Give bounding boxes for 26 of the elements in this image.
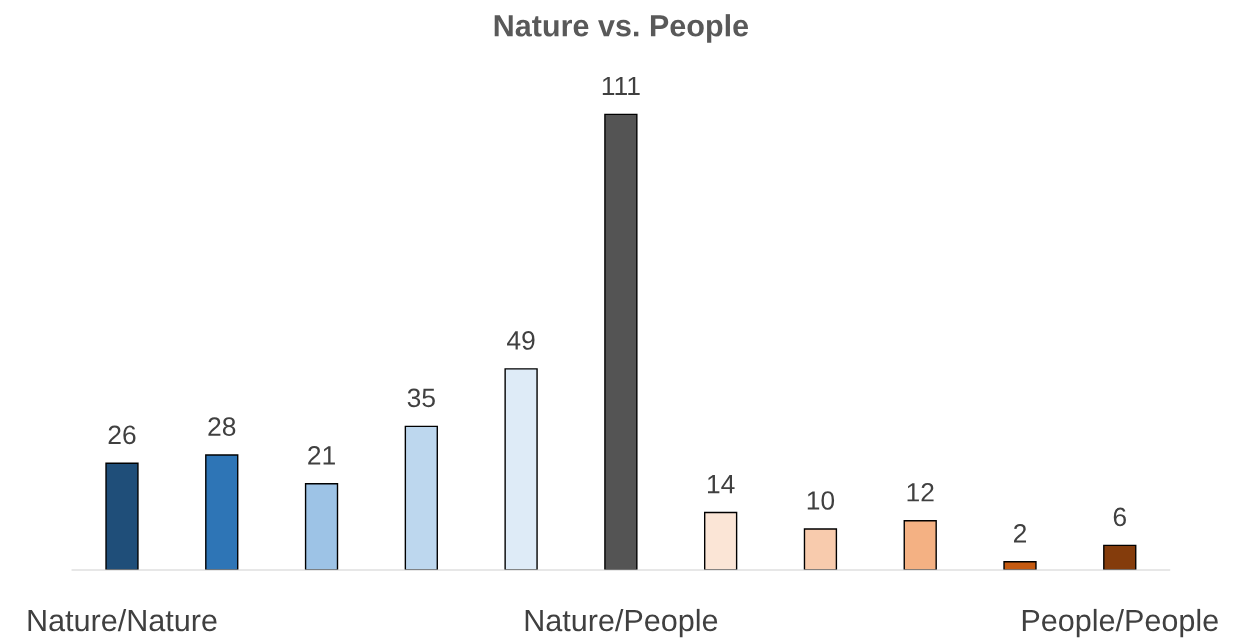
bar bbox=[1103, 544, 1137, 570]
bar bbox=[105, 462, 139, 570]
bar bbox=[205, 454, 239, 570]
bar bbox=[703, 511, 738, 570]
bar bbox=[304, 483, 339, 570]
bar bbox=[504, 368, 538, 570]
bar bbox=[604, 113, 638, 570]
data-label: 26 bbox=[108, 425, 136, 445]
bar bbox=[404, 425, 438, 570]
data-label: 12 bbox=[907, 482, 934, 502]
chart-title: Nature vs. People bbox=[494, 14, 749, 43]
data-label: 35 bbox=[407, 388, 435, 408]
data-label: 111 bbox=[602, 76, 640, 96]
data-label: 2 bbox=[1013, 523, 1027, 543]
data-label: 6 bbox=[1113, 507, 1126, 527]
data-label: 28 bbox=[208, 417, 236, 436]
bar bbox=[803, 528, 838, 570]
data-label: 21 bbox=[308, 446, 335, 465]
x-tick-label: People/People bbox=[1022, 608, 1218, 638]
data-label: 49 bbox=[507, 331, 535, 350]
data-label: 10 bbox=[807, 491, 835, 510]
bar bbox=[1003, 561, 1037, 570]
x-tick-label: Nature/Nature bbox=[28, 608, 217, 632]
x-tick-label: Nature/People bbox=[525, 608, 718, 638]
data-label: 14 bbox=[707, 475, 735, 494]
bar bbox=[903, 520, 937, 570]
